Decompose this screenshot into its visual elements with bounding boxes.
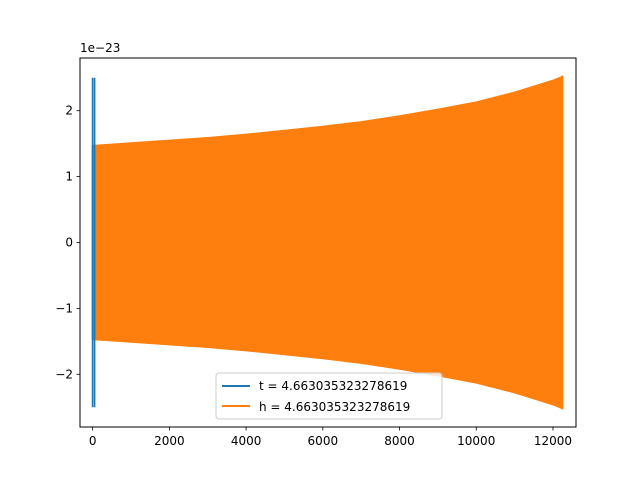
series-h-band [91, 75, 564, 410]
x-tick-label: 2000 [154, 434, 185, 448]
legend-label-t: t = 4.663035323278619 [259, 379, 407, 393]
x-axis: 0 2000 4000 6000 8000 10000 12000 [89, 427, 572, 448]
legend-box [215, 372, 443, 420]
x-tick-label: 6000 [308, 434, 339, 448]
y-tick-label: 0 [65, 236, 73, 250]
y-tick-label: 2 [65, 104, 73, 118]
x-tick-label: 12000 [534, 434, 572, 448]
y-tick-label: 1 [65, 170, 73, 184]
x-tick-label: 0 [89, 434, 97, 448]
legend: t = 4.663035323278619 h = 4.663035323278… [215, 372, 443, 420]
y-tick-label: −1 [55, 301, 73, 315]
offset-text: 1e−23 [80, 41, 120, 55]
legend-label-h: h = 4.663035323278619 [259, 400, 410, 414]
y-tick-label: −2 [55, 367, 73, 381]
x-tick-label: 8000 [384, 434, 415, 448]
y-axis: −2 −1 0 1 2 [55, 104, 80, 381]
series-layer [91, 75, 564, 410]
x-tick-label: 10000 [457, 434, 495, 448]
x-tick-label: 4000 [231, 434, 262, 448]
